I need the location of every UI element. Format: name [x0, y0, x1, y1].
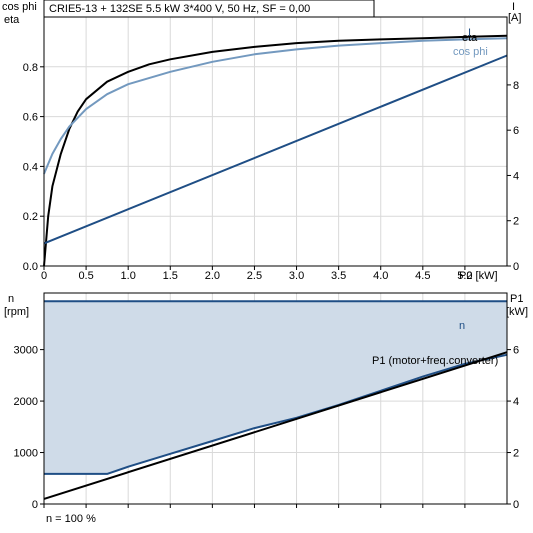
top-x-tick-label: 2.0 — [205, 270, 220, 282]
cos-phi-curve — [43, 37, 508, 175]
top-y-left-tick-label: 0.6 — [23, 112, 38, 124]
top-right-axis-label-2: [A] — [508, 12, 521, 24]
legend-eta: eta — [462, 32, 478, 44]
eta-curve — [43, 34, 508, 267]
current-curve — [43, 54, 508, 245]
top-grid — [44, 17, 507, 266]
top-y-right-tick-label: 8 — [513, 80, 519, 92]
bottom-y-left-tick-label: 3000 — [14, 345, 38, 357]
top-x-tick-label: 3.0 — [289, 270, 304, 282]
top-x-tick-label: 3.5 — [331, 270, 346, 282]
top-y-right-tick-label: 4 — [513, 170, 519, 182]
top-left-axis-label-1: cos phi — [2, 1, 37, 13]
top-y-left-tick-label: 0.0 — [23, 261, 38, 273]
top-right-axis-label-1: I — [512, 1, 515, 13]
top-y-right-tick-label: 6 — [513, 125, 519, 137]
top-plot-frame — [43, 16, 508, 267]
speed-fill-area — [44, 301, 507, 474]
bottom-y-right-tick-label: 6 — [513, 345, 519, 357]
bottom-y-right-tick-label: 2 — [513, 448, 519, 460]
legend-cos-phi: cos phi — [453, 46, 488, 58]
top-y-left-tick-label: 0.4 — [23, 161, 38, 173]
bottom-y-right-tick-label: 4 — [513, 396, 519, 408]
top-x-tick-label: 0 — [41, 270, 47, 282]
bottom-right-axis-label-2: [kW] — [506, 306, 528, 318]
p1-curve — [43, 351, 508, 500]
bottom-y-left-tick-label: 0 — [32, 499, 38, 511]
top-axes: 0 0.5 1.0 1.5 2.0 2.5 3.0 3.5 4.0 4.5 5.0 0.0 0.2 0.4… — [23, 62, 519, 282]
top-x-tick-label: 0.5 — [78, 270, 93, 282]
bottom-series — [43, 300, 508, 500]
title-box — [43, 0, 375, 18]
legend-p1: P1 (motor+freq.converter) — [372, 355, 498, 367]
speed-percent-note: n = 100 % — [46, 513, 96, 525]
top-x-axis-label: P2 [kW] — [459, 270, 498, 282]
speed-range-fill — [44, 301, 507, 474]
bottom-y-right-tick-label: 0 — [513, 499, 519, 511]
bottom-left-axis-label-2: [rpm] — [4, 306, 29, 318]
bottom-left-axis-label-1: n — [8, 293, 14, 305]
legend-speed: n — [459, 320, 465, 332]
top-y-right-tick-label: 0 — [513, 261, 519, 273]
top-x-tick-label: 1.0 — [121, 270, 136, 282]
top-y-right-tick-label: 2 — [513, 216, 519, 228]
top-y-left-tick-label: 0.8 — [23, 62, 38, 74]
top-x-tick-label: 1.5 — [163, 270, 178, 282]
legend-current: I — [468, 27, 471, 39]
bottom-right-axis-label-1: P1 — [510, 293, 523, 305]
bottom-axes: 0 1000 2000 3000 0 2 4 6 — [14, 345, 520, 511]
chart-title: CRIE5-13 + 132SE 5.5 kW 3*400 V, 50 Hz, … — [49, 3, 310, 15]
top-y-left-tick-label: 0.2 — [23, 211, 38, 223]
top-x-tick-label: 2.5 — [247, 270, 262, 282]
top-x-tick-label: 4.5 — [415, 270, 430, 282]
bottom-plot-frame — [43, 292, 508, 505]
bottom-y-left-tick-label: 1000 — [14, 448, 38, 460]
bottom-y-left-tick-label: 2000 — [14, 396, 38, 408]
p1-motor-freq-converter-curve — [44, 353, 508, 475]
top-x-tick-label: 5.0 — [457, 270, 472, 282]
top-left-axis-label-2: eta — [4, 14, 20, 26]
top-series — [43, 34, 508, 267]
top-x-tick-label: 4.0 — [373, 270, 388, 282]
